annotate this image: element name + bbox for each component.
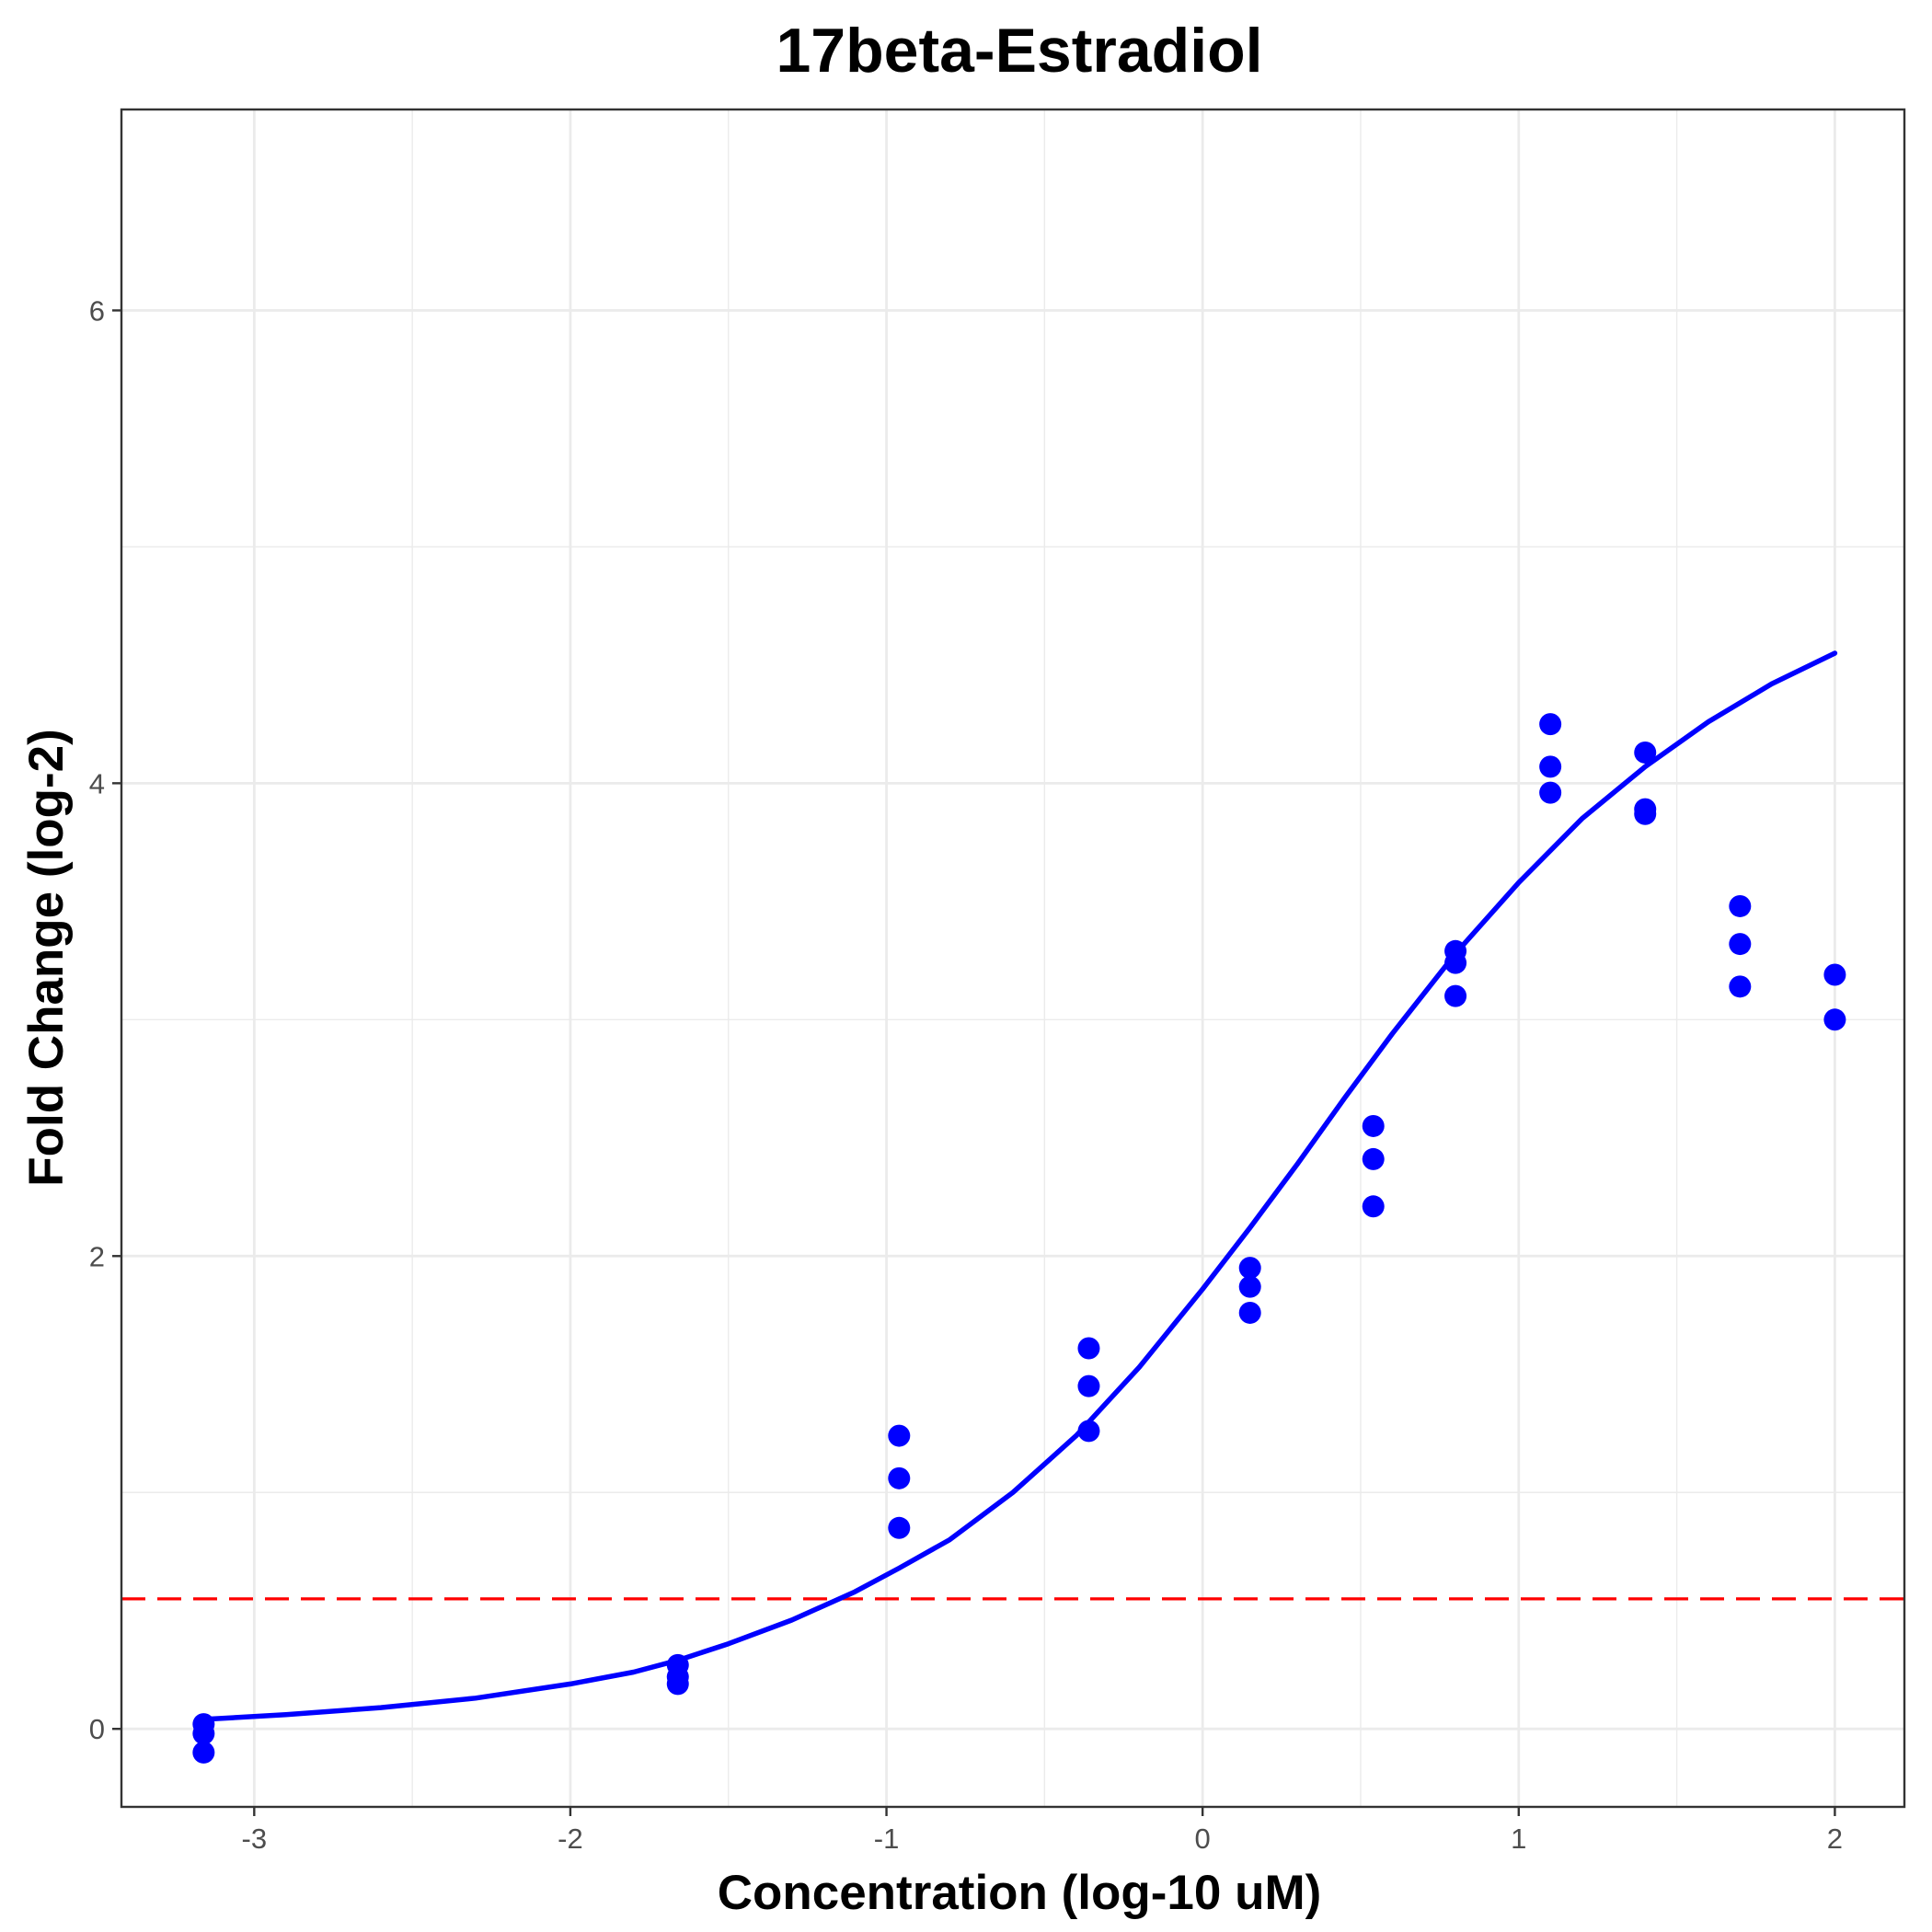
fit-curve [201, 650, 1838, 1722]
data-point-9 [1077, 1337, 1100, 1360]
y-axis: 0 2 4 6 [89, 294, 121, 1745]
data-point-11 [1077, 1420, 1100, 1443]
data-point-19 [1444, 951, 1467, 974]
y-axis-title: Fold Change (log-2) [19, 729, 74, 1187]
grid [121, 109, 1904, 1807]
data-point-8 [888, 1516, 911, 1539]
data-point-30 [1823, 963, 1846, 986]
x-tick-label-4: 1 [1511, 1823, 1526, 1855]
y-tick-label-1: 2 [89, 1240, 105, 1272]
y-tick-label-2: 4 [89, 767, 105, 799]
data-point-22 [1539, 755, 1562, 778]
data-point-7 [888, 1466, 911, 1489]
data-point-28 [1729, 933, 1752, 956]
data-point-29 [1729, 975, 1752, 998]
data-point-21 [1539, 713, 1562, 736]
x-tick-label-2: -1 [874, 1823, 900, 1855]
data-point-20 [1444, 984, 1467, 1007]
data-point-13 [1238, 1275, 1261, 1298]
data-point-24 [1634, 741, 1657, 764]
x-tick-label-5: 2 [1827, 1823, 1843, 1855]
data-point-1 [192, 1722, 215, 1745]
x-tick-label-3: 0 [1195, 1823, 1211, 1855]
data-point-10 [1077, 1374, 1100, 1397]
data-point-31 [1823, 1008, 1846, 1031]
fit-curve-group [201, 650, 1838, 1722]
data-point-15 [1362, 1114, 1385, 1137]
x-axis-title: Concentration (log-10 uM) [718, 1866, 1322, 1920]
data-point-14 [1238, 1301, 1261, 1324]
chart-title: 17beta-Estradiol [776, 16, 1262, 86]
data-point-26 [1634, 802, 1657, 825]
x-tick-label-0: -3 [242, 1823, 268, 1855]
x-tick-label-1: -2 [558, 1823, 583, 1855]
data-point-23 [1539, 781, 1562, 804]
data-point-5 [666, 1673, 689, 1696]
x-axis: -3 -2 -1 0 1 2 [242, 1807, 1843, 1855]
plot-border [120, 108, 1906, 1809]
data-points [192, 713, 1846, 1764]
data-point-2 [192, 1741, 215, 1764]
data-point-27 [1729, 894, 1752, 917]
data-point-12 [1238, 1257, 1261, 1280]
data-point-17 [1362, 1195, 1385, 1218]
y-tick-label-3: 6 [89, 294, 105, 327]
data-point-6 [888, 1424, 911, 1447]
y-tick-label-0: 0 [89, 1713, 105, 1745]
data-point-16 [1362, 1147, 1385, 1170]
